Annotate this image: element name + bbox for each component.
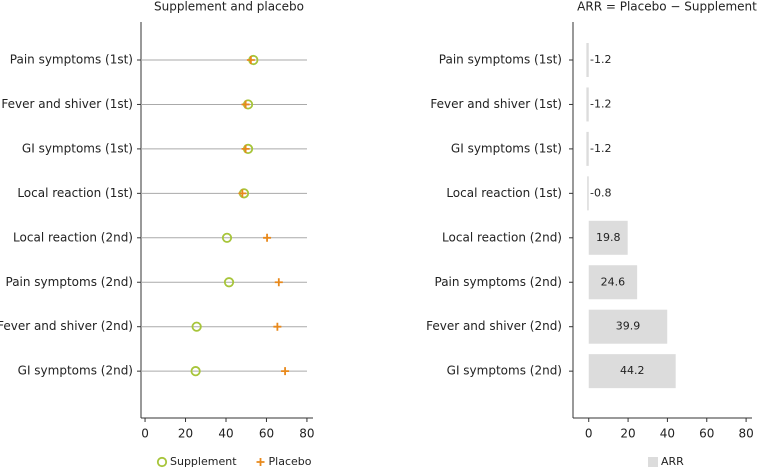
bar <box>588 220 628 255</box>
bar-label: -1.2 <box>590 142 611 155</box>
y-tick-label: Local reaction (1st) <box>17 186 133 200</box>
bar-label: 24.6 <box>601 275 626 288</box>
x-tick-label: 40 <box>218 427 233 441</box>
x-tick-label: 60 <box>259 427 274 441</box>
bar <box>588 354 676 389</box>
supplement-dot <box>221 232 233 243</box>
supplement-dot <box>191 321 202 332</box>
x-tick-label: 20 <box>178 427 193 441</box>
bar <box>587 176 589 211</box>
y-tick-label: GI symptoms (1st) <box>22 141 133 155</box>
x-tick-label: 60 <box>699 427 714 441</box>
y-tick-label: GI symptoms (1st) <box>451 141 562 155</box>
legend-swatch <box>156 456 168 468</box>
chart-title: Supplement and placebo <box>154 0 304 14</box>
y-tick-label: Local reaction (2nd) <box>442 230 562 244</box>
placebo-dot <box>238 189 247 198</box>
bar-label: -1.2 <box>590 97 611 110</box>
legend-label: Placebo <box>269 455 312 468</box>
x-tick-label: 80 <box>299 427 314 441</box>
legend-swatch <box>648 457 658 467</box>
x-tick-label: 40 <box>660 427 675 441</box>
x-tick-label: 20 <box>620 427 635 441</box>
y-tick-label: GI symptoms (2nd) <box>18 364 133 378</box>
supplement-dot <box>223 277 235 288</box>
chart-title: ARR = Placebo − Supplement <box>577 0 757 14</box>
placebo-dot <box>281 367 290 376</box>
legend-label: ARR <box>661 455 684 468</box>
bar-label: 39.9 <box>616 320 641 333</box>
placebo-dot <box>274 278 283 287</box>
bar <box>588 265 638 300</box>
placebo-dot <box>246 56 255 64</box>
x-tick-label: 0 <box>585 427 593 441</box>
supplement-dot <box>190 366 201 377</box>
placebo-dot <box>241 144 250 153</box>
x-tick-label: 0 <box>141 427 149 441</box>
y-tick-label: Fever and shiver (1st) <box>1 97 133 111</box>
bar <box>586 43 589 77</box>
y-tick-label: Local reaction (1st) <box>446 186 562 200</box>
bar <box>586 87 589 122</box>
y-tick-label: Pain symptoms (2nd) <box>6 275 134 289</box>
bar-label: 19.8 <box>596 231 621 244</box>
bar <box>586 131 589 166</box>
bar-label: 44.2 <box>620 364 645 377</box>
y-tick-label: Fever and shiver (2nd) <box>0 319 133 333</box>
legend-swatch <box>256 458 265 466</box>
y-tick-label: GI symptoms (2nd) <box>447 364 562 378</box>
bar-label: -1.2 <box>590 53 611 66</box>
y-tick-label: Fever and shiver (2nd) <box>426 319 562 333</box>
y-tick-label: Pain symptoms (1st) <box>439 53 562 67</box>
y-tick-label: Pain symptoms (2nd) <box>435 275 563 289</box>
placebo-dot <box>263 233 272 242</box>
y-tick-label: Fever and shiver (1st) <box>430 97 562 111</box>
legend-label: Supplement <box>170 455 237 468</box>
x-tick-label: 80 <box>738 427 753 441</box>
bar-label: -0.8 <box>590 186 611 199</box>
placebo-dot <box>273 322 282 331</box>
bar <box>588 309 668 344</box>
placebo-dot <box>241 100 250 109</box>
y-tick-label: Local reaction (2nd) <box>13 230 133 244</box>
y-tick-label: Pain symptoms (1st) <box>10 53 133 67</box>
